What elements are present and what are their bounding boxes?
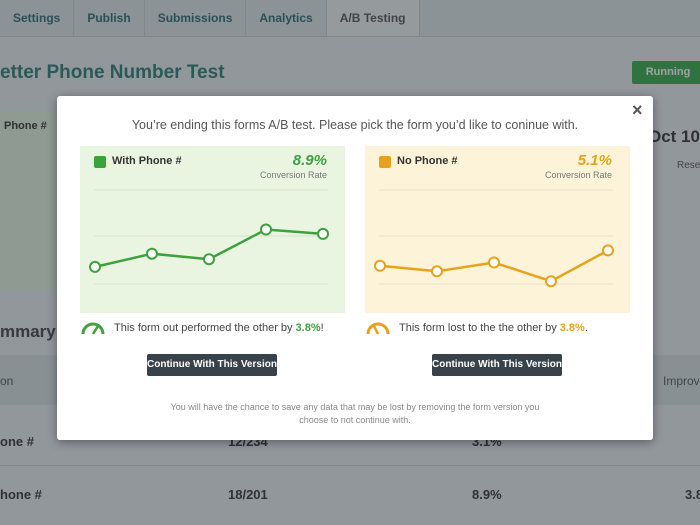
date: Oct 10 bbox=[648, 127, 700, 146]
close-button[interactable]: × bbox=[632, 100, 643, 120]
result-value: 3.8% bbox=[295, 322, 321, 334]
point bbox=[602, 244, 614, 257]
tab[interactable]: Submissions bbox=[144, 0, 247, 36]
cell: 18/201 bbox=[228, 487, 268, 502]
version-card: No Phone # 5.1% Conversion Rate bbox=[365, 146, 630, 313]
tab[interactable]: Settings bbox=[0, 0, 75, 36]
version-name: With Phone # bbox=[112, 155, 182, 167]
status-button[interactable]: Running bbox=[632, 61, 700, 84]
line-chart bbox=[374, 189, 614, 288]
cell: hone # bbox=[0, 487, 42, 502]
result-text: This form lost to the the other by bbox=[399, 322, 557, 334]
cell: 8.9% bbox=[472, 487, 502, 502]
gauge-arc bbox=[81, 322, 105, 335]
version-card: With Phone # 8.9% Conversion Rate bbox=[80, 146, 345, 313]
form-title: etter Phone Number Test bbox=[0, 62, 225, 83]
result-suffix: . bbox=[584, 322, 588, 334]
header-cell: Improv bbox=[663, 374, 700, 388]
heading: You’re ending this forms A/B test. Pleas… bbox=[131, 118, 579, 132]
point bbox=[431, 265, 443, 278]
point bbox=[203, 253, 215, 266]
result-text: This form out performed the other by bbox=[114, 322, 293, 334]
result-value: 3.8% bbox=[559, 322, 585, 334]
reset-link[interactable]: Reset bbox=[677, 160, 700, 171]
gauge-needle bbox=[91, 325, 100, 335]
gauge-icon bbox=[81, 322, 105, 335]
continue-button[interactable]: Continue With This Version bbox=[147, 354, 277, 376]
gauge-icon bbox=[366, 322, 390, 335]
point bbox=[488, 256, 500, 269]
cell: 3.8 bbox=[685, 487, 700, 502]
continue-button[interactable]: Continue With This Version bbox=[432, 354, 562, 376]
rate-label: Conversion Rate bbox=[544, 170, 612, 180]
tab[interactable]: A/B Testing bbox=[326, 0, 420, 36]
side-label: Phone # bbox=[4, 120, 47, 132]
conversion-rate: 5.1% bbox=[577, 152, 612, 169]
section-title: mmary bbox=[0, 322, 56, 341]
line-chart bbox=[89, 189, 329, 285]
note: choose to not continue with. bbox=[299, 415, 411, 425]
color-swatch bbox=[94, 156, 106, 168]
result: This form out performed the other by 3.8%… bbox=[80, 320, 324, 336]
conversion-rate: 8.9% bbox=[292, 152, 327, 169]
modal: × You’re ending this forms A/B test. Ple… bbox=[57, 96, 653, 440]
tab[interactable]: Analytics bbox=[246, 0, 327, 36]
version-name: No Phone # bbox=[397, 155, 458, 167]
chart-area bbox=[0, 110, 60, 290]
point bbox=[146, 247, 158, 260]
point bbox=[317, 227, 329, 240]
point bbox=[545, 275, 557, 288]
cell: one # bbox=[0, 434, 34, 449]
tabs: Settings Publish Submissions Analytics A/B T… bbox=[0, 0, 420, 36]
gauge-arc bbox=[366, 322, 390, 335]
point bbox=[260, 223, 272, 236]
result-suffix: ! bbox=[320, 322, 324, 334]
result: This form lost to the the other by 3.8%. bbox=[365, 320, 588, 336]
rate-label: Conversion Rate bbox=[259, 170, 327, 180]
row-divider bbox=[0, 465, 700, 466]
tab[interactable]: Publish bbox=[74, 0, 145, 36]
color-swatch bbox=[379, 156, 391, 168]
header-cell: on bbox=[0, 374, 14, 388]
note: You will have the chance to save any dat… bbox=[170, 402, 540, 412]
point bbox=[374, 259, 386, 272]
point bbox=[89, 260, 101, 273]
gauge-needle bbox=[372, 325, 380, 335]
